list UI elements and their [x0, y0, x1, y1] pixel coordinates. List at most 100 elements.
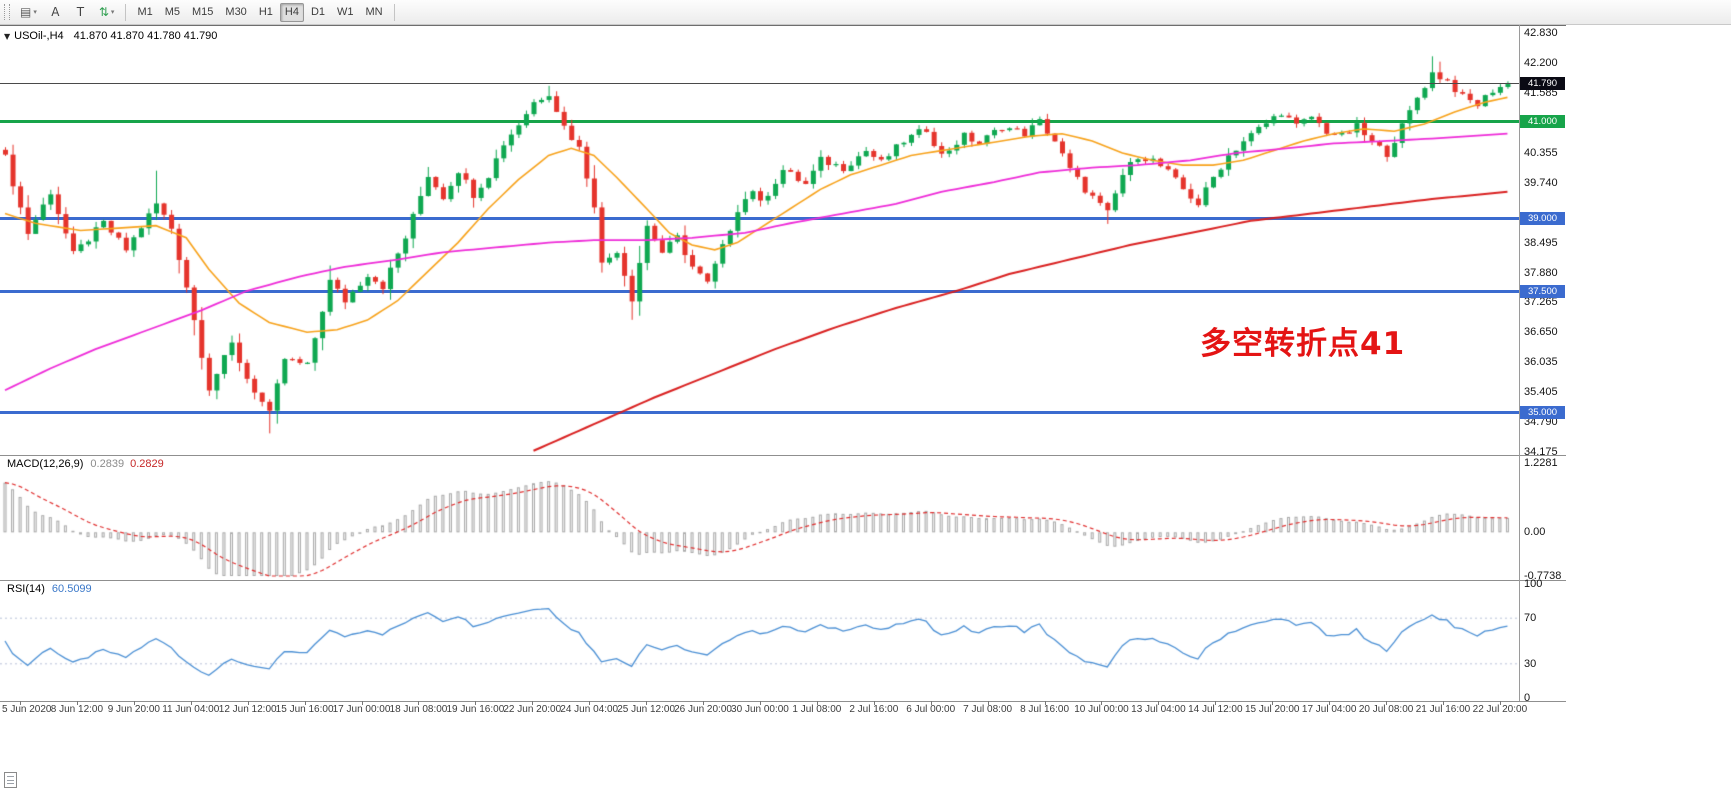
current-price-tag: 41.790 [1520, 76, 1565, 90]
toolbar-icon-group: ▤ ▾ A T ⇅ ▾ [14, 3, 120, 22]
time-axis-label: 26 Jun 20:00 [674, 704, 732, 715]
chart-top-border [0, 25, 1566, 26]
time-axis-tick [1272, 701, 1274, 705]
timeframe-button-m15[interactable]: M15 [192, 6, 214, 18]
time-axis-label: 9 Jun 20:00 [107, 704, 160, 715]
document-icon-line [7, 779, 14, 781]
document-icon[interactable] [4, 772, 17, 788]
time-axis-tick [361, 701, 363, 705]
time-axis-tick [304, 701, 306, 705]
macd-main-value: 0.2839 [90, 458, 125, 470]
time-axis-tick [475, 701, 477, 705]
arrow-tool-icon-button[interactable]: A [44, 3, 67, 22]
time-axis-tick [1158, 701, 1160, 705]
rsi-scale-label: 70 [1524, 612, 1537, 625]
scale-arrows-icon-button[interactable]: ⇅ ▾ [94, 3, 120, 22]
time-axis-label: 6 Jul 00:00 [906, 704, 956, 715]
price-scale-label: 37.880 [1524, 266, 1558, 279]
timeframe-button-group: M1 M5 M15 M30 H1 H4 D1 W1 MN [131, 2, 388, 22]
timeframe-button-m1[interactable]: M1 [137, 6, 153, 18]
price-scale-label: 34.790 [1524, 416, 1558, 429]
time-axis-label: 10 Jul 00:00 [1074, 704, 1129, 715]
price-scale-label: 36.035 [1524, 355, 1558, 368]
macd-scale-label: 1.2281 [1524, 457, 1558, 469]
price-scale-label: 41.585 [1524, 87, 1558, 100]
time-axis-tick [1329, 701, 1331, 705]
rsi-scale-label: 100 [1524, 578, 1543, 590]
text-tool-icon: T [76, 5, 85, 19]
time-axis-label: 1 Jul 08:00 [792, 704, 842, 715]
time-axis-tick [1499, 701, 1501, 705]
time-axis-label: 5 Jun 2020 [2, 704, 52, 715]
price-tag-37.500: 37.500 [1520, 284, 1565, 298]
toolbar-grip[interactable] [4, 4, 10, 20]
timeframe-button-h4[interactable]: H4 [279, 2, 304, 22]
macd-scale-label: -0.7738 [1524, 570, 1562, 582]
timeframe-button-mn[interactable]: MN [365, 6, 383, 18]
time-axis-tick [76, 701, 78, 705]
collapse-triangle-icon[interactable]: ▼ [4, 32, 11, 41]
time-axis-label: 22 Jun 20:00 [503, 704, 562, 715]
panel-separator-main-macd[interactable] [0, 455, 1566, 456]
time-axis-tick [532, 701, 534, 705]
macd-signal-value: 0.2829 [130, 458, 164, 470]
time-axis-label: 22 Jul 20:00 [1472, 704, 1528, 715]
panel-separator-macd-rsi[interactable] [0, 580, 1566, 581]
price-tag-35.000: 35.000 [1520, 405, 1565, 419]
time-axis-tick [873, 701, 875, 705]
time-axis-tick [816, 701, 818, 705]
time-axis-label: 25 Jun 12:00 [617, 704, 676, 715]
document-icon-line [7, 783, 14, 785]
text-tool-icon-button[interactable]: T [69, 3, 92, 22]
time-axis-label: 17 Jul 04:00 [1301, 704, 1357, 715]
toolbar: ▤ ▾ A T ⇅ ▾ M1 M5 M15 M30 H1 H4 D1 W1 MN [0, 0, 1731, 25]
timeframe-button-d1[interactable]: D1 [310, 6, 325, 18]
rsi-title: RSI(14) [7, 583, 45, 595]
symbol-timeframe-label: USOil-,H4 [14, 30, 64, 42]
time-axis-tick [646, 701, 648, 705]
rsi-scale-label: 0 [1524, 692, 1531, 704]
time-axis-label: 15 Jul 20:00 [1244, 704, 1300, 715]
time-axis-tick [1215, 701, 1217, 705]
time-axis-tick [759, 701, 761, 705]
timeframe-button-h1[interactable]: H1 [258, 6, 273, 18]
timeframe-button-m5[interactable]: M5 [164, 6, 180, 18]
price-scale-label: 42.830 [1524, 27, 1558, 39]
time-axis-tick [987, 701, 989, 705]
time-axis-label: 14 Jul 12:00 [1188, 704, 1243, 715]
arrow-tool-icon: A [51, 5, 60, 19]
time-axis-label: 24 Jun 04:00 [560, 704, 619, 715]
price-scale-label: 40.355 [1524, 146, 1558, 159]
chevron-down-icon: ▾ [110, 8, 115, 16]
time-axis-tick [418, 701, 420, 705]
document-icon-line [7, 775, 14, 777]
rsi-header: RSI(14) 60.5099 [7, 583, 92, 595]
time-axis-label: 17 Jun 00:00 [332, 704, 391, 715]
time-axis-label: 2 Jul 16:00 [849, 704, 899, 715]
time-axis-label: 20 Jul 08:00 [1358, 704, 1414, 715]
rsi-scale-label: 30 [1524, 657, 1537, 670]
rsi-value: 60.5099 [51, 583, 92, 595]
time-axis-label: 8 Jun 12:00 [50, 704, 104, 715]
macd-title: MACD(12,26,9) [7, 458, 84, 470]
time-axis-label: 7 Jul 08:00 [963, 704, 1013, 715]
chart-grid-icon-button[interactable]: ▤ ▾ [15, 3, 42, 22]
time-axis-label: 11 Jun 04:00 [162, 704, 220, 715]
price-scale-label: 39.740 [1524, 176, 1558, 189]
price-scale-label: 38.495 [1524, 236, 1558, 249]
time-axis-tick [247, 701, 249, 705]
chevron-down-icon: ▾ [33, 8, 37, 16]
timeframe-button-w1[interactable]: W1 [337, 6, 354, 18]
chart-grid-icon: ▤ [20, 5, 32, 19]
time-axis-label: 15 Jun 16:00 [275, 704, 334, 715]
time-axis-tick [133, 701, 135, 705]
chart-symbol-header: ▼ USOil-,H4 41.870 41.870 41.780 41.790 [4, 30, 217, 42]
chart-annotation-text[interactable]: 多空转折点41 [1200, 326, 1406, 362]
timeframe-button-m30[interactable]: M30 [225, 6, 247, 18]
toolbar-separator [393, 3, 395, 21]
price-scale-label: 34.175 [1524, 446, 1558, 458]
price-scale-label: 37.265 [1524, 296, 1558, 309]
time-axis-tick [1101, 701, 1103, 705]
